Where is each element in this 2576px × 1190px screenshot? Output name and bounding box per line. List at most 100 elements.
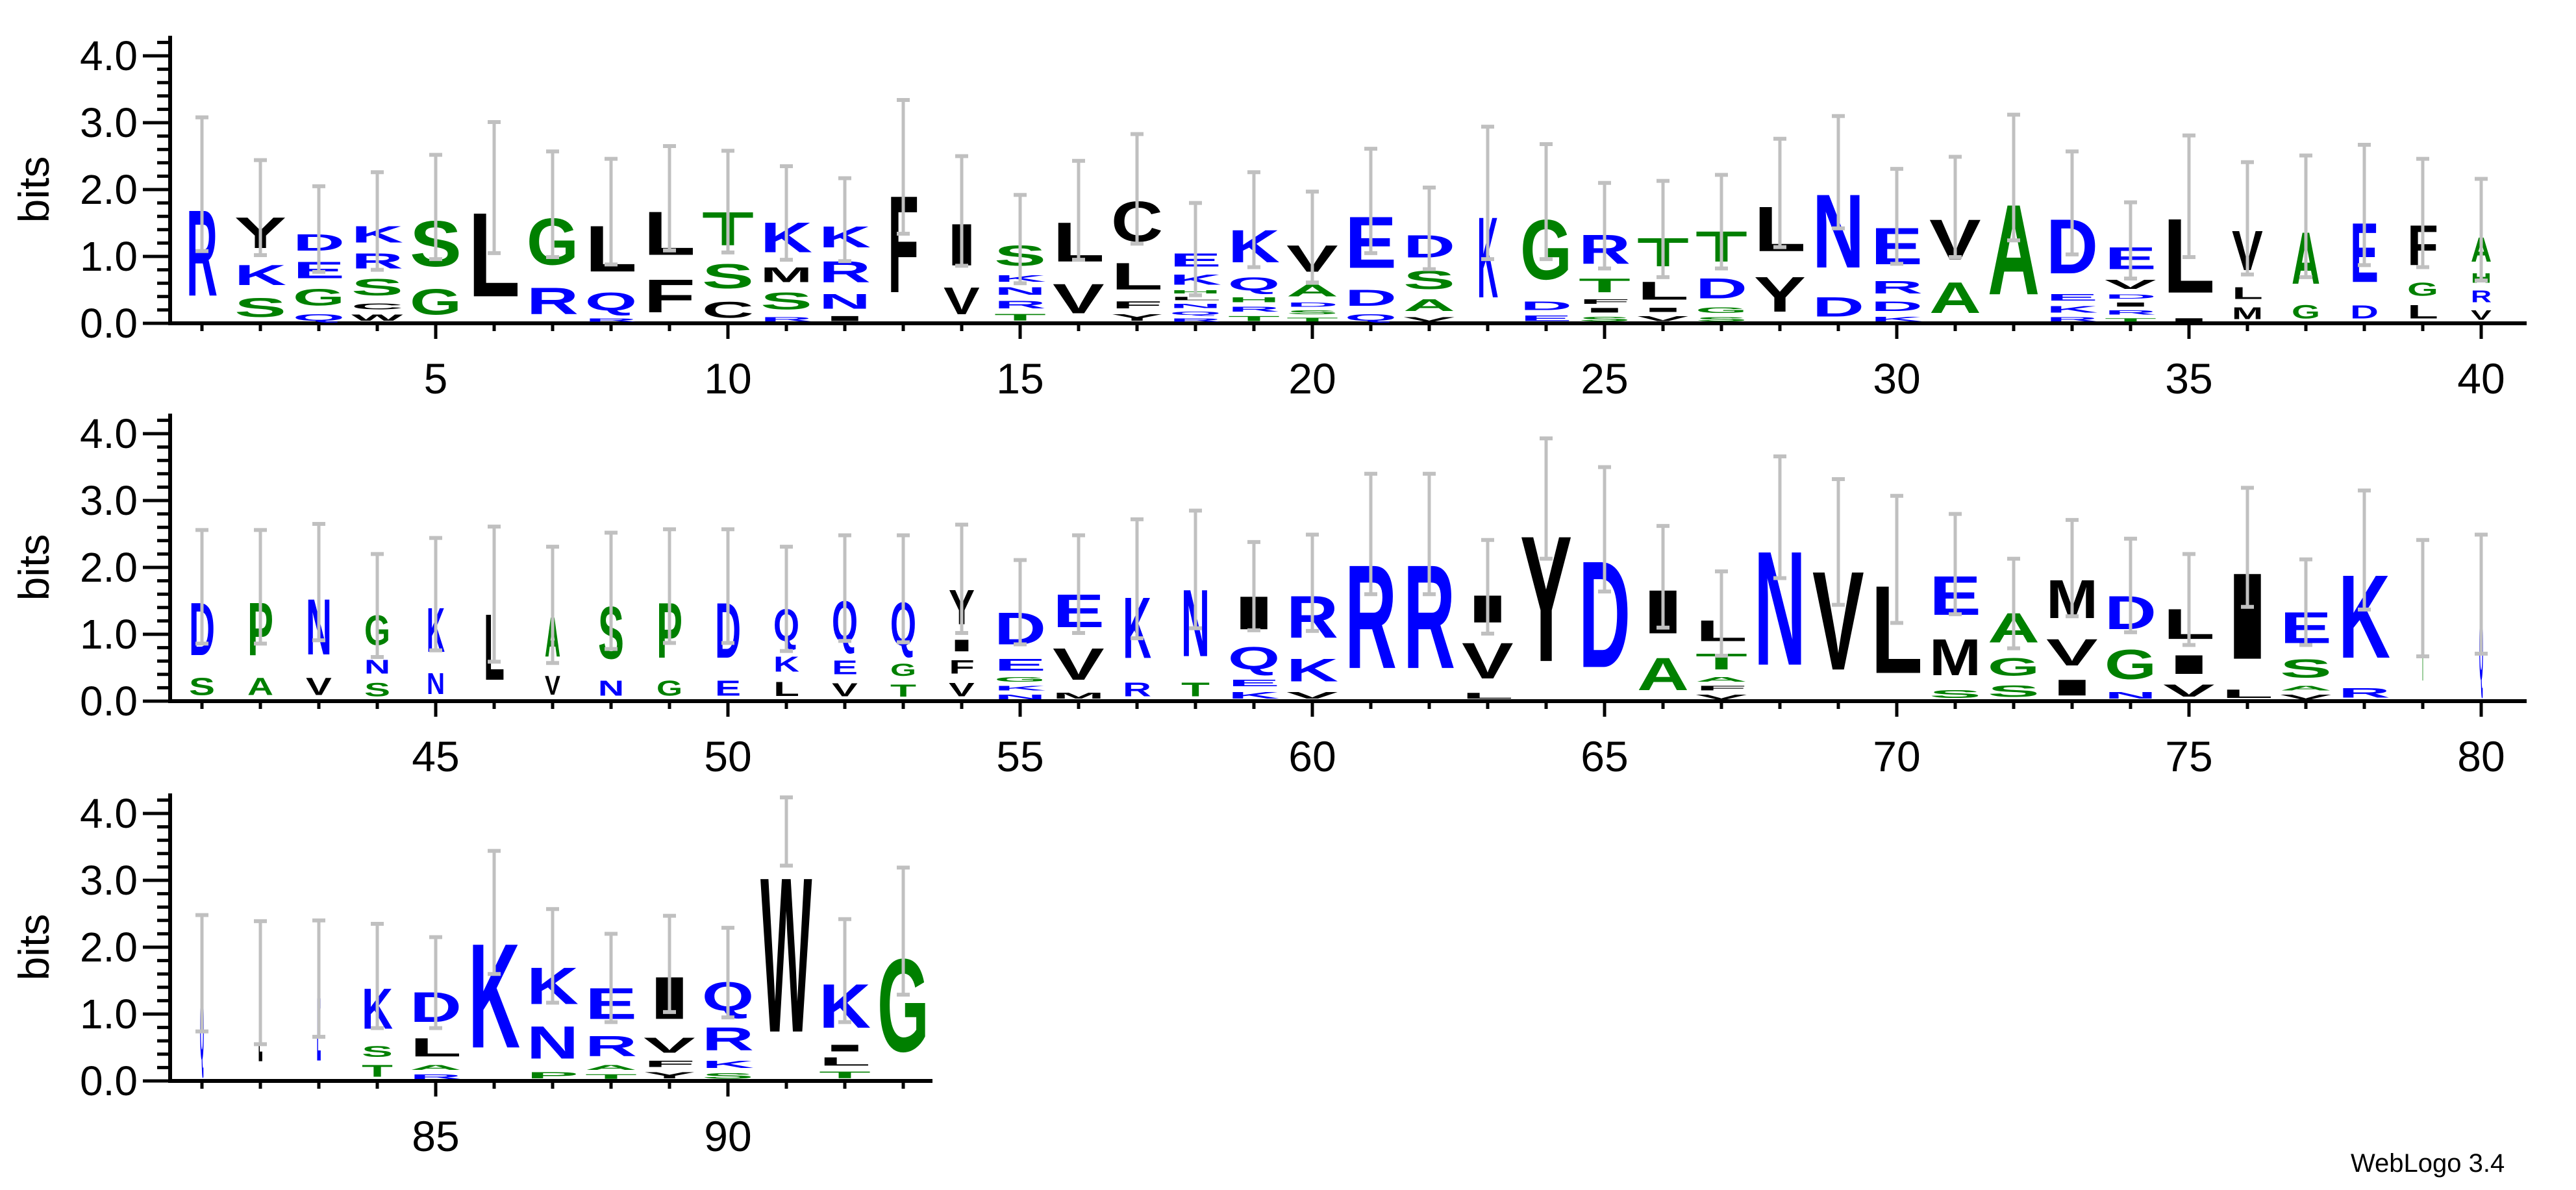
logo-row-3: 0.01.02.03.04.0bitsQLETSK85RALDKPNKTAREY… bbox=[10, 790, 932, 1160]
letter-21-D: D bbox=[1345, 286, 1397, 311]
stack-position-65: D bbox=[1579, 465, 1631, 699]
x-tick-label: 50 bbox=[704, 732, 751, 780]
letter-60-K: K bbox=[1286, 652, 1338, 689]
letter-52-V: V bbox=[832, 680, 858, 700]
letter-16-V: V bbox=[1053, 275, 1105, 323]
stack-position-78: RK bbox=[2338, 488, 2390, 700]
stack-position-61: R bbox=[1345, 471, 1397, 700]
letter-85-L: L bbox=[410, 1032, 462, 1062]
letter-85-R: R bbox=[410, 1073, 462, 1080]
letter-19-R: R bbox=[1228, 305, 1280, 313]
letter-71-M: M bbox=[1929, 628, 1981, 686]
stack-position-56: MVE bbox=[1053, 533, 1105, 700]
x-tick-label: 65 bbox=[1581, 732, 1628, 780]
x-tick-label: 55 bbox=[996, 732, 1044, 780]
letter-12-I: I bbox=[819, 315, 871, 323]
letter-88-R: R bbox=[585, 1030, 637, 1062]
letter-48-N: N bbox=[598, 676, 624, 700]
letter-44-S: S bbox=[364, 679, 390, 700]
stack-position-29: DN bbox=[1812, 114, 1864, 323]
letter-34-V: V bbox=[2105, 277, 2157, 292]
letter-10-S: S bbox=[702, 257, 754, 296]
stack-position-43: VN bbox=[306, 522, 332, 700]
letter-18-Q: Q bbox=[1169, 310, 1221, 316]
letter-34-R: R bbox=[2105, 309, 2157, 316]
stack-position-3: QGED bbox=[293, 184, 345, 323]
letter-54-I: I bbox=[949, 636, 975, 655]
x-tick-label: 85 bbox=[412, 1112, 459, 1160]
y-tick-label: 2.0 bbox=[80, 166, 138, 213]
stack-position-2: SKY bbox=[234, 158, 286, 323]
stack-position-6: L bbox=[468, 119, 520, 322]
letter-25-T: T bbox=[1579, 275, 1631, 297]
letter-33-E: E bbox=[2046, 292, 2098, 303]
letter-53-T: T bbox=[890, 681, 916, 700]
letter-51-L: L bbox=[773, 678, 799, 700]
y-tick-label: 0.0 bbox=[80, 1058, 138, 1104]
stack-position-81: Q bbox=[195, 913, 208, 1080]
y-tick-label: 4.0 bbox=[80, 790, 138, 837]
letter-55-G: G bbox=[994, 676, 1046, 683]
letter-18-N: N bbox=[1169, 303, 1221, 309]
letter-71-S: S bbox=[1929, 688, 1981, 700]
stack-position-54: VFIY bbox=[949, 523, 975, 700]
letter-29-D: D bbox=[1812, 291, 1864, 322]
letter-20-S: S bbox=[1286, 309, 1338, 315]
letter-74-G: G bbox=[2105, 641, 2157, 689]
stack-position-83: E bbox=[312, 918, 325, 1080]
letter-90-R: R bbox=[702, 1021, 754, 1058]
letter-54-F: F bbox=[949, 656, 975, 678]
letter-7-R: R bbox=[527, 280, 579, 323]
letter-22-A: A bbox=[1403, 296, 1455, 315]
logo-row-1: 0.01.02.03.04.0bitsRSKYQGEDWCSRK5GSLRGRQ… bbox=[10, 32, 2527, 403]
stack-position-32: A bbox=[1988, 112, 2040, 323]
y-tick-label: 1.0 bbox=[80, 233, 138, 280]
y-tick-label: 3.0 bbox=[80, 477, 138, 524]
letter-67-V: V bbox=[1695, 693, 1747, 700]
stack-position-8: RQL bbox=[585, 156, 637, 323]
letter-17-F: F bbox=[1111, 299, 1163, 310]
stack-position-70: L bbox=[1871, 493, 1923, 699]
x-tick-label: 45 bbox=[412, 732, 459, 780]
letter-28-Y: Y bbox=[1754, 267, 1806, 323]
letter-33-K: K bbox=[2046, 304, 2098, 315]
letter-11-M: M bbox=[760, 263, 812, 286]
letter-19-H: H bbox=[1228, 296, 1280, 304]
letter-87-N: N bbox=[527, 1017, 579, 1069]
letter-89-F: F bbox=[644, 1059, 695, 1069]
x-tick-label: 15 bbox=[996, 354, 1044, 403]
letter-54-V: V bbox=[949, 679, 975, 700]
letter-17-L: L bbox=[1111, 255, 1163, 298]
weblogo-credit: WebLogo 3.4 bbox=[2351, 1149, 2505, 1178]
letter-42-A: A bbox=[247, 673, 273, 700]
letter-43-V: V bbox=[306, 673, 332, 700]
stack-position-73: IVM bbox=[2046, 517, 2098, 700]
y-tick-label: 4.0 bbox=[80, 32, 138, 79]
letter-36-L: L bbox=[2232, 284, 2263, 303]
stack-position-66: AI bbox=[1637, 524, 1689, 700]
letter-10-C: C bbox=[702, 297, 754, 323]
letter-47-V: V bbox=[545, 671, 560, 701]
stack-position-50: ED bbox=[715, 527, 741, 700]
stack-position-93: G bbox=[877, 865, 929, 1080]
stack-position-51: LKQ bbox=[773, 545, 799, 700]
letter-76-L: L bbox=[2221, 687, 2273, 700]
stack-position-62: R bbox=[1403, 471, 1455, 700]
letter-39-L: L bbox=[2407, 301, 2438, 323]
stack-position-87: PNK bbox=[527, 907, 579, 1080]
letter-26-I: I bbox=[1637, 306, 1689, 313]
stack-position-48: NS bbox=[598, 530, 624, 700]
letter-30-K: K bbox=[1871, 316, 1923, 323]
x-tick-label: 25 bbox=[1581, 354, 1628, 403]
letter-59-Q: Q bbox=[1228, 641, 1280, 677]
letter-50-E: E bbox=[715, 676, 741, 700]
stack-position-71: SME bbox=[1929, 512, 1981, 700]
